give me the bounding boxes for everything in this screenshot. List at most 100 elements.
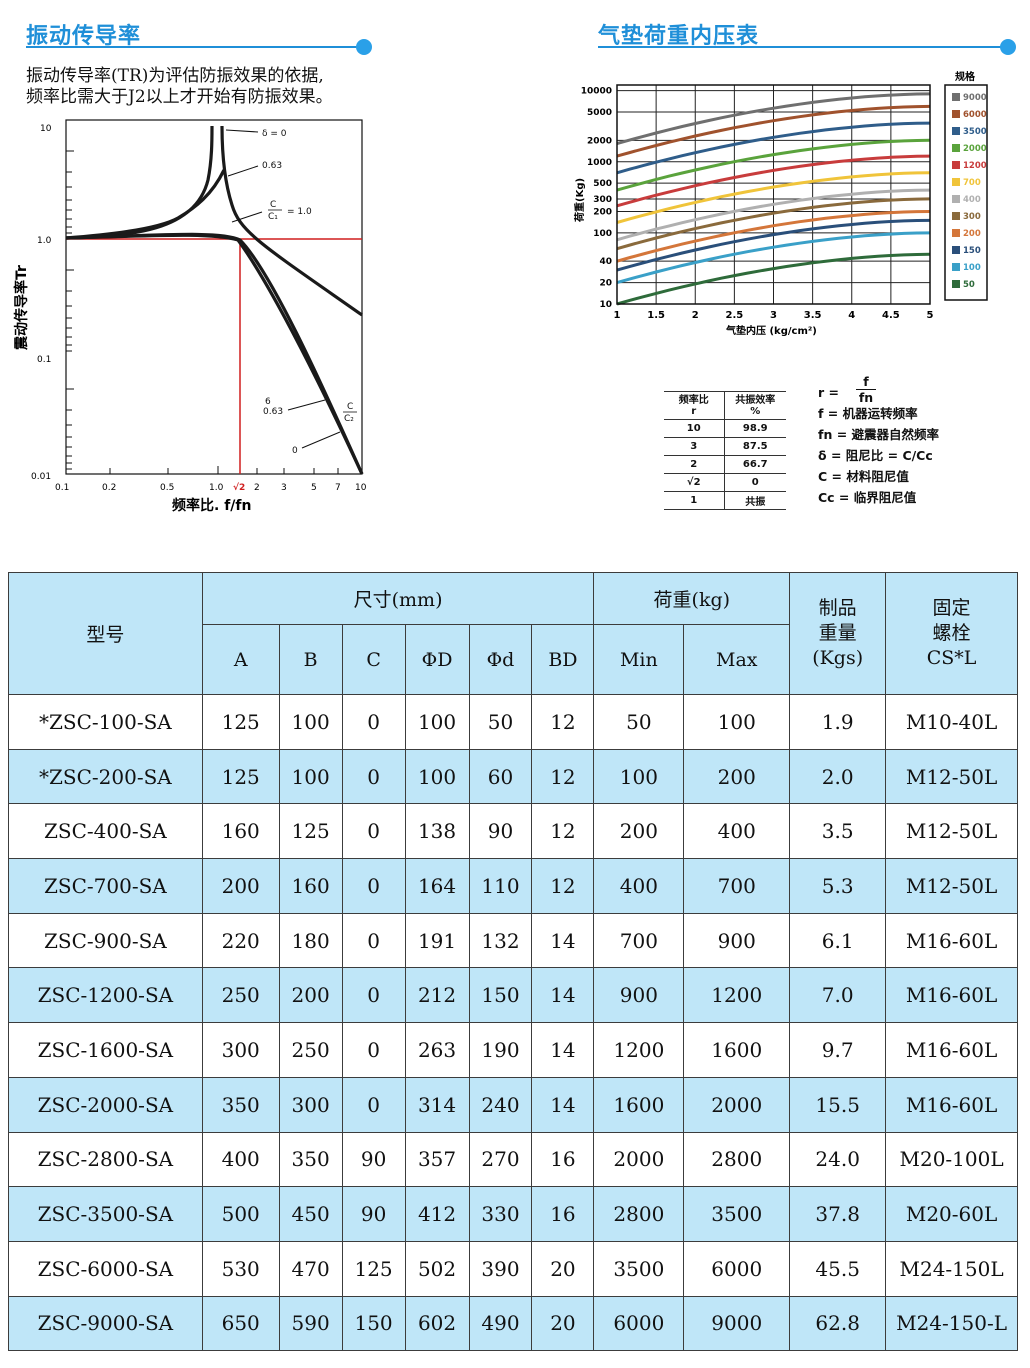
def-r-den: fn [858,390,874,405]
cell-d: 60 [468,748,533,805]
lc-legend-swatch [952,144,960,152]
lc-legend-label: 1200 [963,161,987,171]
table-row: ZSC-2000-SA 350 300 0 314 240 14 1600 2000 15.5 M1… [8,1076,1018,1133]
cell-a: 300 [201,1022,280,1078]
cell-a: 530 [201,1240,280,1297]
cell-model: *ZSC-100-SA [8,694,203,750]
cell-weight: 1.9 [789,694,887,750]
cell-d: 490 [468,1295,533,1352]
tr-x-tick: 0.1 [55,483,69,493]
tr-x-axis-title: 频率比. f/fn [172,497,251,514]
cell-max: 1200 [683,967,791,1024]
lc-y-tick-labels: 10000 5000 2000 1000 500 300 200 100 40 20 10 [581,87,612,310]
lc-series-6000 [616,104,931,158]
eff-head-eff-label: 共振效率 [735,394,776,406]
annot-low-ratio-den: C₂ [344,414,354,424]
cell-max: 2000 [683,1076,791,1133]
cell-bolt: M24-150L [885,1240,1018,1297]
cell-max: 1600 [683,1022,791,1078]
cell-b: 100 [278,694,343,750]
cell-bd: 12 [531,858,595,914]
annot-ratio-val: = 1.0 [287,207,312,217]
lc-y-tick: 10 [599,300,612,310]
cell-D: 212 [404,967,470,1024]
cell-D: 502 [404,1240,470,1297]
cell-max: 100 [683,694,791,750]
cell-b: 300 [278,1076,343,1133]
tr-x-tick: 0.2 [102,483,116,493]
cell-weight: 5.3 [789,858,887,914]
table-row: ZSC-9000-SA 650 590 150 602 490 20 6000 9000 62.8… [8,1295,1018,1352]
cell-b: 250 [278,1022,343,1078]
cell-bd: 14 [531,1022,595,1078]
col-b: B [278,624,343,695]
cell-min: 200 [593,803,685,860]
cell-D: 138 [404,803,470,860]
col-d: Φd [468,624,533,695]
cell-min: 100 [593,748,685,805]
col-weight-l3: (Kgs) [812,647,864,669]
lc-y-tick: 500 [593,179,612,189]
def-c: C = 材料阻尼值 [818,469,909,484]
cell-bolt: M12-50L [885,803,1018,860]
cell-b: 590 [278,1295,343,1352]
annot-leader [225,129,259,133]
tr-x-tick: 1.0 [209,483,224,493]
tr-curve-zeta063 [65,169,226,240]
lc-legend-swatch [952,178,960,186]
cell-a: 350 [201,1076,280,1133]
tr-y-tick-1: 1.0 [37,236,52,246]
cell-a: 500 [201,1186,280,1242]
cell-model: ZSC-900-SA [8,912,203,969]
lc-legend-swatch [952,110,960,118]
cell-max: 400 [683,803,791,860]
section-underline [26,46,362,48]
col-weight-l2: 重量 [818,622,857,644]
lc-y-tick: 2000 [587,136,612,146]
cell-max: 9000 [683,1295,791,1352]
cell-a: 250 [201,967,280,1024]
cell-d: 190 [468,1022,533,1078]
tr-plot-frame [65,119,363,475]
table-row: ZSC-1200-SA 250 200 0 212 150 14 900 1200 7.0 M16-… [8,967,1018,1024]
lc-series-9000 [616,92,931,146]
tr-y-tick-10: 10 [40,124,52,134]
cell-weight: 6.1 [789,912,887,969]
lc-y-tick: 5000 [587,108,612,118]
cell-c: 90 [341,1186,406,1242]
cell-b: 100 [278,748,343,805]
cell-weight: 15.5 [789,1076,887,1133]
lc-x-tick: 4 [848,310,855,321]
cell-d: 132 [468,912,533,969]
cell-weight: 37.8 [789,1186,887,1242]
cell-b: 125 [278,803,343,860]
tr-x-tick-sqrt2: √2 [233,482,245,493]
cell-bolt: M12-50L [885,748,1018,805]
intro-line-1: 振动传导率(TR)为评估防振效果的依据, [26,66,324,86]
lc-series-400 [616,188,931,242]
annot-low0: 0 [292,446,298,456]
cell-a: 650 [201,1295,280,1352]
lc-curves [616,92,931,306]
lc-x-tick: 5 [927,310,934,321]
lc-legend-label: 100 [963,263,981,273]
eff-ratio: 10 [664,419,725,438]
eff-ratio: √2 [664,473,725,492]
lc-y-tick: 20 [599,279,612,289]
cell-d: 90 [468,803,533,860]
cell-c: 0 [341,1022,406,1078]
lc-x-tick: 2 [692,310,699,321]
cell-bd: 12 [531,694,595,750]
def-r-num: f [856,374,876,390]
col-bolt-l3: CS*L [926,647,977,669]
lc-legend-swatch [952,161,960,169]
cell-a: 400 [201,1131,280,1188]
eff-head-ratio: 频率比 r [664,391,725,420]
tr-curve-zeta0-right [220,125,363,317]
cell-a: 125 [201,694,280,750]
table-row: *ZSC-200-SA 125 100 0 100 60 12 100 200 2.0 M12-50… [8,748,1018,805]
cell-b: 450 [278,1186,343,1242]
tr-curves [65,125,364,475]
cell-c: 0 [341,912,406,969]
tr-x-ticks [109,466,339,474]
